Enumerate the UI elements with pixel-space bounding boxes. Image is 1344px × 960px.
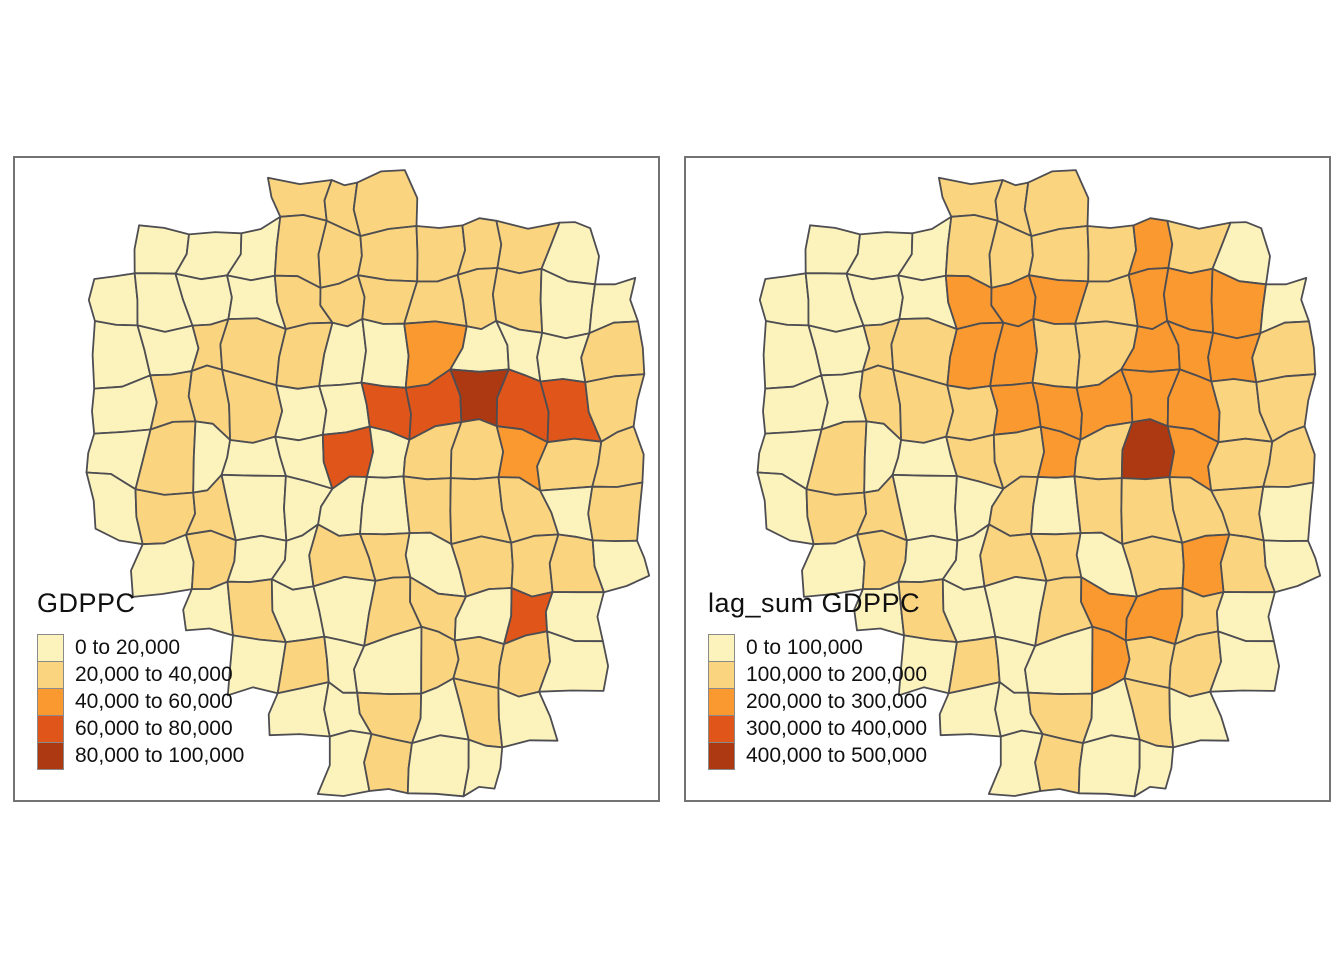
county-region [1030, 475, 1082, 536]
legend-swatch [708, 688, 735, 716]
county-region [989, 381, 1042, 436]
legend-item: 40,000 to 60,000 [37, 688, 244, 716]
legend-swatch [37, 688, 64, 716]
legend-item-label: 80,000 to 100,000 [75, 744, 245, 767]
county-region [1120, 418, 1176, 481]
legend-item-label: 400,000 to 500,000 [746, 744, 928, 767]
choropleth-map-gdppc [85, 169, 651, 798]
legend-title: lag_sum GDPPC [708, 588, 921, 618]
county-region [1258, 481, 1315, 542]
legend-gdppc: GDPPC 0 to 20,000 20,000 to 40,000 40,00… [37, 588, 244, 770]
county-region [1077, 734, 1141, 798]
county-region [1262, 539, 1322, 594]
map-panel-gdppc: GDPPC 0 to 20,000 20,000 to 40,000 40,00… [13, 156, 660, 802]
legend-item-label: 300,000 to 400,000 [746, 717, 928, 740]
county-region [938, 176, 1004, 222]
legend-swatch [708, 634, 735, 662]
county-region [360, 318, 410, 389]
county-region [462, 738, 504, 798]
county-region [406, 734, 470, 798]
legend-item: 0 to 100,000 [708, 634, 927, 662]
legend-item-label: 60,000 to 80,000 [75, 717, 233, 740]
legend-item: 0 to 20,000 [37, 634, 244, 662]
county-region [538, 630, 609, 693]
county-region [359, 475, 411, 536]
county-region [1031, 318, 1081, 389]
legend-item: 60,000 to 80,000 [37, 715, 244, 743]
county-region [536, 437, 603, 492]
legend-item-label: 0 to 20,000 [75, 636, 181, 659]
county-region [267, 176, 333, 222]
county-region [1034, 733, 1084, 795]
legend-item: 100,000 to 200,000 [708, 661, 927, 689]
county-region [456, 217, 503, 276]
county-region [497, 687, 559, 749]
county-region [1209, 630, 1280, 693]
legend-item-label: 0 to 100,000 [746, 636, 863, 659]
map-panel-lag-sum-gdppc: lag_sum GDPPC 0 to 100,000 100,000 to 20… [684, 156, 1331, 802]
choropleth-map-lag-sum-gdppc [756, 169, 1322, 798]
county-region [587, 481, 644, 542]
county-region [1127, 217, 1174, 276]
legend-swatch [37, 715, 64, 743]
county-region [318, 381, 371, 436]
county-region [591, 539, 651, 594]
county-region [274, 384, 328, 442]
legend-title: GDPPC [37, 588, 136, 618]
county-region [945, 384, 999, 442]
county-region [1133, 738, 1175, 798]
legend-swatch [37, 661, 64, 689]
legend-swatch [37, 634, 64, 662]
legend-item-label: 20,000 to 40,000 [75, 663, 233, 686]
county-region [449, 418, 505, 481]
legend-swatch [708, 742, 735, 770]
county-region [357, 225, 419, 283]
county-region [87, 272, 139, 327]
county-region [1168, 687, 1230, 749]
legend-swatch [708, 715, 735, 743]
legend-item: 80,000 to 100,000 [37, 742, 244, 770]
legend-swatch [708, 661, 735, 689]
legend-item-label: 100,000 to 200,000 [746, 663, 928, 686]
legend-lag-sum-gdppc: lag_sum GDPPC 0 to 100,000 100,000 to 20… [708, 588, 927, 770]
county-region [758, 272, 810, 327]
legend-item: 400,000 to 500,000 [708, 742, 927, 770]
legend-item: 300,000 to 400,000 [708, 715, 927, 743]
legend-swatch [37, 742, 64, 770]
legend-item: 20,000 to 40,000 [37, 661, 244, 689]
legend-item: 200,000 to 300,000 [708, 688, 927, 716]
legend-rows: 0 to 20,000 20,000 to 40,000 40,000 to 6… [37, 634, 244, 770]
legend-rows: 0 to 100,000 100,000 to 200,000 200,000 … [708, 634, 927, 770]
county-region [1028, 225, 1090, 283]
legend-item-label: 40,000 to 60,000 [75, 690, 233, 713]
county-region [363, 733, 413, 795]
legend-item-label: 200,000 to 300,000 [746, 690, 928, 713]
county-region [1207, 437, 1274, 492]
